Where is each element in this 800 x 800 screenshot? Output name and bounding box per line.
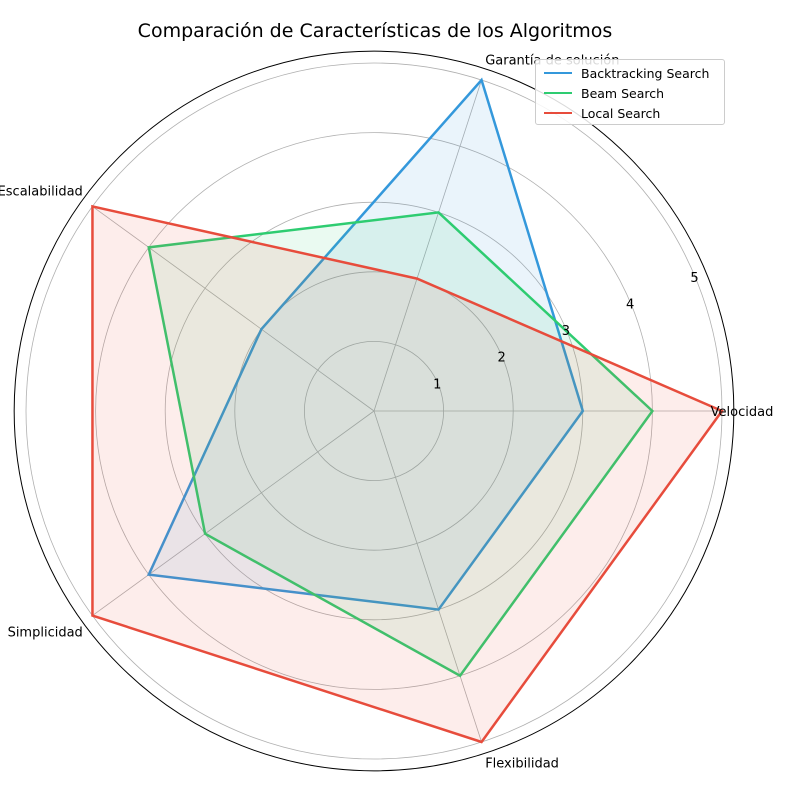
legend-item-beam: Beam Search xyxy=(544,85,664,101)
polar-frame xyxy=(13,50,735,772)
legend-label-local: Local Search xyxy=(581,105,661,121)
rtick-label-1: 1 xyxy=(433,377,441,392)
axis-label-0: Velocidad xyxy=(711,405,774,420)
legend-swatch-backtracking xyxy=(544,72,572,74)
legend-label-backtracking: Backtracking Search xyxy=(581,65,710,81)
legend-swatch-local xyxy=(544,112,572,114)
series-line-0 xyxy=(146,77,585,611)
radar-series xyxy=(91,77,724,744)
rtick-label-3: 3 xyxy=(562,324,570,339)
legend-swatch-beam xyxy=(544,92,572,94)
legend-item-local: Local Search xyxy=(544,105,660,121)
grid-spoke-1 xyxy=(373,79,482,412)
legend-item-backtracking: Backtracking Search xyxy=(544,65,709,81)
grid-spoke-3 xyxy=(92,410,375,616)
chart-title: Comparación de Características de los Al… xyxy=(138,20,613,42)
grid-spoke-2 xyxy=(92,206,375,412)
series-line-1 xyxy=(147,211,655,678)
rtick-label-4: 4 xyxy=(626,298,634,313)
series-fill-0 xyxy=(148,80,583,610)
grid-spoke-4 xyxy=(373,410,482,743)
axis-label-3: Simplicidad xyxy=(8,626,83,641)
series-line-2 xyxy=(91,204,724,744)
series-fill-2 xyxy=(92,206,722,742)
rtick-label-2: 2 xyxy=(497,351,505,366)
axis-label-2: Escalabilidad xyxy=(0,184,83,199)
legend-label-beam: Beam Search xyxy=(581,85,665,101)
series-fill-1 xyxy=(148,212,653,676)
rtick-label-5: 5 xyxy=(690,271,698,286)
axis-label-4: Flexibilidad xyxy=(485,756,559,771)
legend: Backtracking Search Beam Search Local Se… xyxy=(535,59,725,125)
